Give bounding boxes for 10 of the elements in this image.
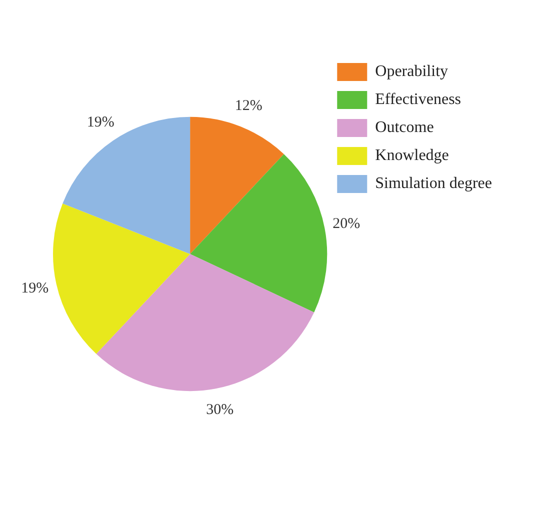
legend-label: Operability	[375, 63, 448, 80]
data-label: 19%	[21, 280, 49, 297]
data-label: 12%	[234, 98, 262, 114]
legend-label: Simulation degree	[375, 175, 492, 192]
legend-label: Outcome	[375, 119, 434, 136]
data-label: 30%	[206, 402, 234, 418]
legend-label: Effectiveness	[375, 91, 462, 108]
legend-label: Knowledge	[375, 147, 449, 164]
data-label: 20%	[332, 216, 360, 232]
data-label: 19%	[86, 114, 114, 130]
